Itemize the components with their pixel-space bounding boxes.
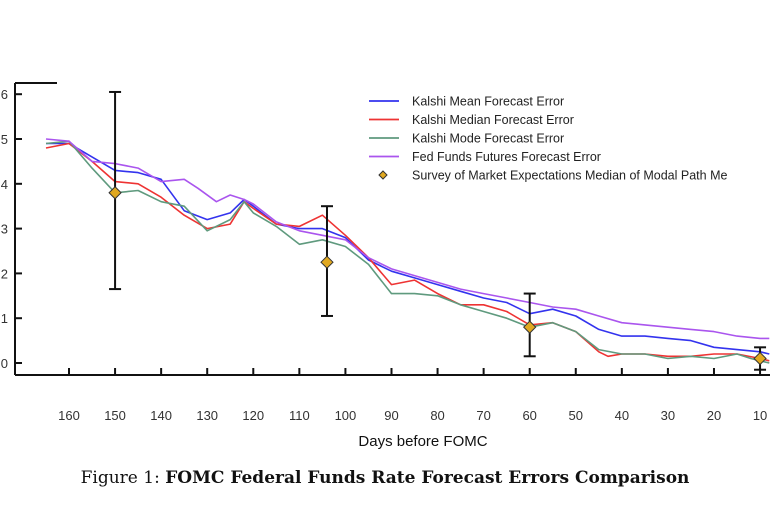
figure-caption: Figure 1: FOMC Federal Funds Rate Foreca… xyxy=(0,468,770,488)
x-tick-label: 70 xyxy=(476,408,490,423)
y-tick-label: 5 xyxy=(1,132,8,147)
survey-point xyxy=(522,320,537,334)
survey-point xyxy=(108,186,122,200)
x-tick-label: 100 xyxy=(335,408,357,423)
legend-label: Kalshi Mode Forecast Error xyxy=(412,132,564,146)
x-tick-label: 80 xyxy=(430,408,444,423)
x-tick-label: 50 xyxy=(569,408,583,423)
survey-point xyxy=(320,255,334,269)
legend: Kalshi Mean Forecast Error Kalshi Median … xyxy=(369,95,727,183)
caption-prefix: Figure 1: xyxy=(80,468,160,488)
x-tick-label: 110 xyxy=(289,408,310,423)
series-lines xyxy=(45,138,770,364)
x-tick-label: 140 xyxy=(150,408,172,423)
survey-point xyxy=(753,351,767,366)
legend-marker xyxy=(378,170,388,180)
x-axis-label: Days before FOMC xyxy=(358,433,487,450)
y-tick-label: 2 xyxy=(1,266,8,281)
y-tick-label: 1 xyxy=(1,311,8,326)
series-line-kalshi-mean-forecast-error xyxy=(46,142,770,355)
x-tick-label: 10 xyxy=(753,408,767,423)
y-tick-label: 0 xyxy=(1,356,8,371)
x-tick-label: 120 xyxy=(242,408,264,423)
y-tick-label: 3 xyxy=(1,222,8,237)
x-tick-label: 20 xyxy=(707,408,721,423)
x-tick-label: 60 xyxy=(522,408,536,423)
x-tick-label: 30 xyxy=(661,408,675,423)
survey-points xyxy=(108,90,767,371)
x-tick-label: 160 xyxy=(58,408,80,423)
legend-label: Kalshi Median Forecast Error xyxy=(412,113,574,127)
y-tick-label: 4 xyxy=(1,177,8,192)
x-tick-label: 150 xyxy=(104,408,126,423)
x-tick-label: 40 xyxy=(615,408,629,423)
series-line-kalshi-mode-forecast-error xyxy=(45,140,770,364)
legend-label: Fed Funds Futures Forecast Error xyxy=(412,150,601,164)
legend-label: Survey of Market Expectations Median of … xyxy=(412,169,727,183)
caption-title: FOMC Federal Funds Rate Forecast Errors … xyxy=(165,468,690,488)
series-line-fed-funds-futures-forecast-error xyxy=(45,138,770,340)
x-tick-label: 90 xyxy=(384,408,398,423)
legend-label: Kalshi Mean Forecast Error xyxy=(412,95,564,109)
y-tick-label: 6 xyxy=(1,87,8,102)
x-tick-label: 130 xyxy=(196,408,218,423)
axes: 160 150 140 130 120 110 100 90 80 70 60 50 40 30 20 100… xyxy=(1,82,770,423)
